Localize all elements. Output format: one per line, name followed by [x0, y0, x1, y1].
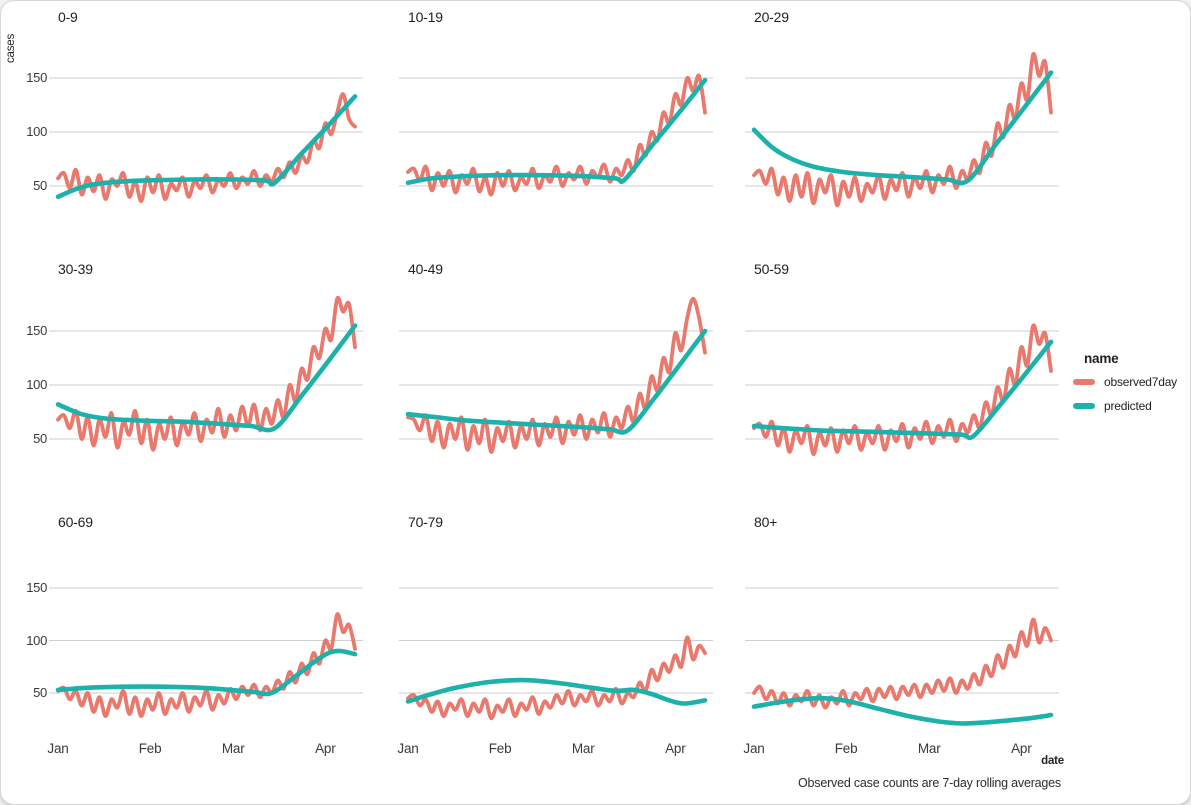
predicted-line — [751, 339, 1054, 441]
observed-line-swatch — [1073, 379, 1095, 385]
facet-title: 70-79 — [408, 514, 443, 530]
y-tick-label: 50 — [33, 178, 47, 193]
facet-title: 40-49 — [408, 261, 443, 277]
facet-title: 20-29 — [754, 9, 789, 25]
x-tick-label: Jan — [743, 741, 765, 756]
observed-line — [56, 295, 357, 452]
predicted-line — [751, 70, 1054, 186]
predicted-line — [55, 323, 358, 433]
x-tick-label: Mar — [571, 741, 595, 756]
legend-item-predicted: predicted — [1073, 399, 1177, 413]
facet-title: 80+ — [754, 514, 778, 530]
y-tick-label: 100 — [26, 124, 47, 139]
legend-title: name — [1084, 351, 1119, 366]
x-tick-label: Feb — [138, 741, 162, 756]
x-tick-label: Jan — [397, 741, 419, 756]
predicted-line-swatch — [1073, 403, 1095, 409]
y-tick-label: 150 — [26, 70, 47, 85]
x-tick-label: Jan — [47, 741, 69, 756]
x-tick-label: Apr — [315, 741, 336, 756]
x-tick-label: Apr — [1011, 741, 1032, 756]
x-tick-label: Feb — [834, 741, 858, 756]
predicted-line — [55, 94, 358, 200]
facet-title: 0-9 — [58, 9, 78, 25]
facet-title: 60-69 — [58, 514, 93, 530]
x-tick-label: Apr — [665, 741, 686, 756]
legend-label-predicted: predicted — [1104, 399, 1152, 413]
predicted-line — [405, 677, 708, 706]
y-tick-label: 150 — [26, 323, 47, 338]
predicted-line — [55, 648, 358, 697]
y-tick-label: 100 — [26, 377, 47, 392]
facet-title: 30-39 — [58, 261, 93, 277]
observed-line — [406, 296, 707, 454]
facet-title: 50-59 — [754, 261, 789, 277]
legend-item-observed: observed7day — [1073, 375, 1177, 389]
predicted-line — [751, 695, 1054, 726]
facet-title: 10-19 — [408, 9, 443, 25]
y-tick-label: 50 — [33, 431, 47, 446]
predicted-line — [405, 328, 708, 435]
observed-line — [56, 612, 357, 719]
observed-line — [752, 617, 1053, 710]
x-tick-label: Mar — [917, 741, 941, 756]
y-tick-label: 50 — [33, 685, 47, 700]
predicted-line — [405, 77, 708, 186]
observed-line — [752, 323, 1053, 457]
x-tick-label: Feb — [488, 741, 512, 756]
y-axis-label: cases — [5, 33, 17, 63]
y-tick-label: 100 — [26, 632, 47, 648]
legend-label-observed: observed7day — [1104, 375, 1177, 389]
x-tick-label: Mar — [221, 741, 245, 756]
legend: name observed7day predicted — [1073, 351, 1177, 423]
y-tick-label: 150 — [26, 580, 47, 595]
x-axis-label: date — [1041, 755, 1064, 767]
observed-line — [56, 92, 357, 204]
chart-caption: Observed case counts are 7-day rolling a… — [798, 776, 1061, 790]
observed-line — [406, 635, 707, 721]
